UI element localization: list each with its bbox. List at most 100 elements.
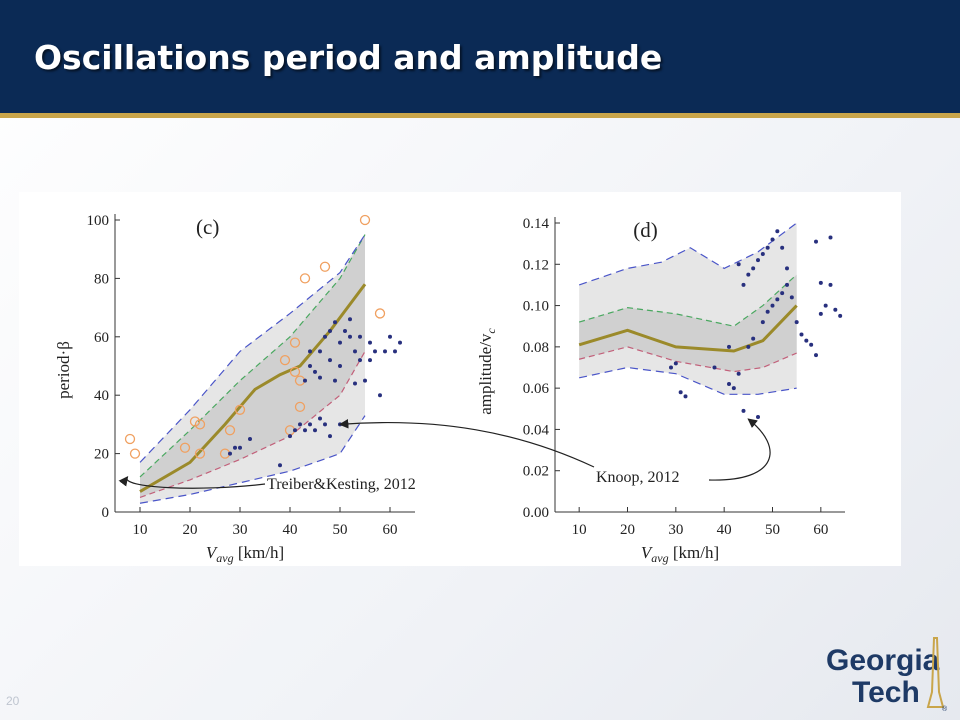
point-blue-13	[760, 320, 765, 325]
y-axis-label-text: period·β	[54, 341, 73, 399]
point-blue-3	[248, 437, 252, 441]
point-blue-27	[775, 229, 780, 234]
point-blue-34	[814, 353, 818, 358]
point-blue-0	[669, 365, 673, 370]
x-axis-label: Vavg [km/h]	[641, 543, 719, 565]
point-blue-5	[288, 434, 292, 439]
point-orange-12	[294, 401, 306, 413]
point-blue-43	[794, 320, 799, 325]
point-blue-17	[313, 369, 317, 374]
point-blue-23	[343, 328, 347, 333]
series-upper_green-1	[139, 234, 366, 478]
point-blue-16	[308, 364, 312, 368]
point-blue-41	[368, 340, 372, 345]
point-blue-22	[751, 266, 756, 271]
y-axis-label-sub: c	[484, 328, 498, 334]
point-orange-0	[124, 433, 136, 445]
arrow-knoop-left	[338, 418, 595, 468]
panel-label: (c)	[196, 215, 219, 239]
arrow-treiber	[118, 476, 266, 489]
point-blue-5	[727, 382, 731, 387]
y-tick-label-3: 60	[94, 330, 109, 346]
point-blue-4	[278, 463, 282, 468]
point-blue-11	[318, 416, 322, 421]
registered-mark: ®	[942, 705, 948, 713]
point-blue-19	[789, 295, 794, 300]
point-blue-15	[770, 303, 775, 308]
point-orange-1	[129, 448, 141, 459]
x-axis-label-unit: [km/h]	[234, 543, 285, 562]
point-blue-24	[760, 251, 765, 256]
point-blue-43	[333, 378, 337, 383]
series-envelope_blue-3	[578, 222, 798, 286]
point-orange-11	[289, 366, 301, 377]
y-tick-label-0: 0.00	[523, 505, 549, 521]
point-blue-19	[323, 334, 327, 339]
amplitude-chart: 0.00 0.02 0.04 0.06 0.08 0.10 0.12 0.14 10 20 30 40…	[476, 216, 845, 565]
annotation-treiber: Treiber&Kesting, 2012	[267, 476, 416, 493]
slide-title: Oscillations period and amplitude	[34, 38, 663, 77]
point-blue-7	[298, 422, 302, 427]
georgia-tech-logo: Georgia Tech ®	[826, 637, 948, 713]
y-tick-label-4: 0.08	[523, 340, 549, 356]
point-blue-37	[828, 282, 833, 287]
x-axis-label-unit: [km/h]	[669, 543, 720, 562]
logo-line1: Georgia	[826, 644, 940, 677]
point-blue-35	[818, 311, 823, 316]
point-orange-15	[299, 273, 311, 284]
point-blue-8	[303, 428, 307, 433]
point-blue-1	[233, 445, 237, 450]
point-blue-21	[333, 320, 337, 325]
point-blue-28	[368, 358, 372, 363]
series-envelope_blue-4	[579, 366, 797, 395]
point-blue-31	[799, 332, 804, 337]
series-envelope_blue-4	[139, 415, 366, 504]
point-blue-16	[775, 297, 780, 302]
point-blue-33	[338, 364, 342, 368]
point-orange-5	[194, 419, 206, 430]
series-upper_green-1	[578, 274, 798, 327]
point-blue-36	[373, 349, 377, 354]
x-tick-label-1: 20	[183, 522, 198, 538]
x-tick-label-2: 30	[233, 522, 248, 538]
tech-tower-icon	[926, 637, 945, 708]
x-tick-label-1: 20	[620, 522, 635, 538]
point-blue-26	[358, 334, 362, 339]
point-blue-29	[378, 393, 382, 398]
point-blue-36	[823, 303, 828, 308]
figure-panel: 0 20 40 60 80 100 10 20 30 40 50 60 (c) Vavg [km/h] pe…	[19, 192, 901, 566]
y-axis-label: period·β	[54, 341, 73, 399]
y-tick-label-6: 0.12	[523, 257, 549, 273]
logo-line2: Tech	[852, 676, 920, 709]
point-blue-7	[731, 386, 736, 391]
point-blue-42	[818, 280, 823, 285]
x-axis-label-sub: avg	[216, 551, 233, 565]
point-blue-40	[398, 340, 402, 345]
point-blue-4	[712, 365, 717, 370]
point-blue-10	[746, 344, 751, 349]
series-mean-0	[578, 304, 798, 353]
point-blue-32	[804, 338, 809, 343]
title-underline	[0, 113, 960, 118]
x-tick-label-5: 60	[813, 522, 828, 538]
point-orange-18	[374, 308, 386, 319]
point-blue-6	[727, 344, 731, 349]
point-orange-4	[194, 448, 206, 459]
point-blue-22	[338, 340, 342, 345]
point-blue-20	[741, 282, 746, 287]
point-blue-25	[353, 349, 357, 354]
y-tick-label-5: 0.10	[523, 299, 549, 315]
point-blue-39	[838, 313, 843, 318]
x-axis-label-var: V	[641, 543, 654, 562]
annotation-knoop: Knoop, 2012	[596, 469, 680, 486]
arrow-knoop-right	[708, 418, 771, 481]
point-blue-20	[328, 328, 332, 333]
y-axis-label-text: amplitude/v	[476, 333, 495, 415]
point-orange-2	[179, 442, 191, 453]
x-tick-label-0: 10	[133, 522, 148, 538]
point-orange-17	[359, 214, 371, 226]
point-blue-14	[765, 309, 770, 314]
point-blue-30	[308, 349, 312, 354]
point-orange-9	[279, 355, 291, 366]
point-orange-7	[224, 425, 236, 436]
